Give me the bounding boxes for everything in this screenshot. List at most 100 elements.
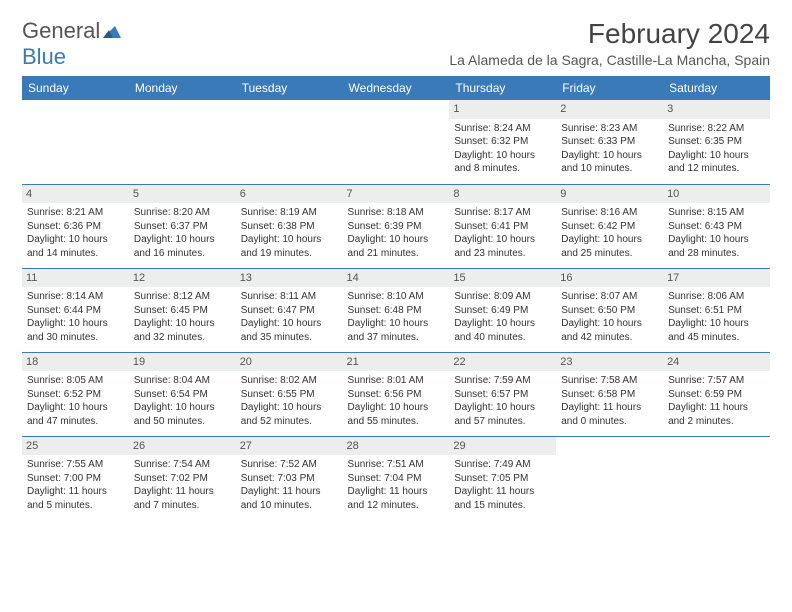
day-number: 7 [343, 185, 450, 204]
sunrise-text: Sunrise: 7:52 AM [241, 458, 338, 472]
logo-triangle-icon [103, 18, 121, 44]
day-number: 2 [556, 100, 663, 119]
sunrise-text: Sunrise: 8:19 AM [241, 206, 338, 220]
calendar-day-cell: 28Sunrise: 7:51 AMSunset: 7:04 PMDayligh… [343, 436, 450, 520]
calendar-week-row: 1Sunrise: 8:24 AMSunset: 6:32 PMDaylight… [22, 100, 770, 184]
calendar-day-cell: 15Sunrise: 8:09 AMSunset: 6:49 PMDayligh… [449, 268, 556, 352]
sunrise-text: Sunrise: 8:10 AM [348, 290, 445, 304]
day-number: 20 [236, 353, 343, 372]
day-number: 22 [449, 353, 556, 372]
calendar-day-cell: 29Sunrise: 7:49 AMSunset: 7:05 PMDayligh… [449, 436, 556, 520]
sunset-text: Sunset: 6:41 PM [454, 220, 551, 234]
sunrise-text: Sunrise: 8:16 AM [561, 206, 658, 220]
page-header: General Blue February 2024 La Alameda de… [22, 18, 770, 70]
day-number: 25 [22, 437, 129, 456]
sunset-text: Sunset: 6:51 PM [668, 304, 765, 318]
weekday-header: Saturday [663, 76, 770, 100]
daylight-text: Daylight: 10 hours and 16 minutes. [134, 233, 231, 260]
location-text: La Alameda de la Sagra, Castille-La Manc… [449, 52, 770, 68]
daylight-text: Daylight: 10 hours and 47 minutes. [27, 401, 124, 428]
sunset-text: Sunset: 7:00 PM [27, 472, 124, 486]
sunset-text: Sunset: 6:48 PM [348, 304, 445, 318]
logo-text: General Blue [22, 18, 121, 70]
calendar-day-cell: 24Sunrise: 7:57 AMSunset: 6:59 PMDayligh… [663, 352, 770, 436]
calendar-day-cell [236, 100, 343, 184]
sunset-text: Sunset: 6:42 PM [561, 220, 658, 234]
daylight-text: Daylight: 10 hours and 35 minutes. [241, 317, 338, 344]
daylight-text: Daylight: 10 hours and 40 minutes. [454, 317, 551, 344]
day-number: 23 [556, 353, 663, 372]
sunrise-text: Sunrise: 8:20 AM [134, 206, 231, 220]
sunrise-text: Sunrise: 8:22 AM [668, 122, 765, 136]
calendar-day-cell: 1Sunrise: 8:24 AMSunset: 6:32 PMDaylight… [449, 100, 556, 184]
sunrise-text: Sunrise: 8:09 AM [454, 290, 551, 304]
calendar-day-cell [22, 100, 129, 184]
sunrise-text: Sunrise: 8:17 AM [454, 206, 551, 220]
daylight-text: Daylight: 10 hours and 37 minutes. [348, 317, 445, 344]
daylight-text: Daylight: 10 hours and 12 minutes. [668, 149, 765, 176]
daylight-text: Daylight: 11 hours and 10 minutes. [241, 485, 338, 512]
weekday-header: Tuesday [236, 76, 343, 100]
sunset-text: Sunset: 6:39 PM [348, 220, 445, 234]
daylight-text: Daylight: 10 hours and 10 minutes. [561, 149, 658, 176]
sunrise-text: Sunrise: 8:24 AM [454, 122, 551, 136]
day-number: 10 [663, 185, 770, 204]
daylight-text: Daylight: 11 hours and 0 minutes. [561, 401, 658, 428]
logo-word2: Blue [22, 44, 66, 69]
daylight-text: Daylight: 10 hours and 8 minutes. [454, 149, 551, 176]
calendar-day-cell: 9Sunrise: 8:16 AMSunset: 6:42 PMDaylight… [556, 184, 663, 268]
calendar-day-cell: 6Sunrise: 8:19 AMSunset: 6:38 PMDaylight… [236, 184, 343, 268]
day-number: 13 [236, 269, 343, 288]
month-title: February 2024 [449, 18, 770, 50]
sunrise-text: Sunrise: 8:05 AM [27, 374, 124, 388]
calendar-header-row: Sunday Monday Tuesday Wednesday Thursday… [22, 76, 770, 100]
sunrise-text: Sunrise: 7:58 AM [561, 374, 658, 388]
sunset-text: Sunset: 6:52 PM [27, 388, 124, 402]
weekday-header: Thursday [449, 76, 556, 100]
day-number: 18 [22, 353, 129, 372]
calendar-day-cell [343, 100, 450, 184]
calendar-day-cell [556, 436, 663, 520]
sunrise-text: Sunrise: 8:12 AM [134, 290, 231, 304]
daylight-text: Daylight: 11 hours and 15 minutes. [454, 485, 551, 512]
calendar-day-cell [663, 436, 770, 520]
daylight-text: Daylight: 10 hours and 57 minutes. [454, 401, 551, 428]
sunrise-text: Sunrise: 8:11 AM [241, 290, 338, 304]
weekday-header: Wednesday [343, 76, 450, 100]
sunrise-text: Sunrise: 7:57 AM [668, 374, 765, 388]
daylight-text: Daylight: 10 hours and 42 minutes. [561, 317, 658, 344]
sunset-text: Sunset: 6:45 PM [134, 304, 231, 318]
day-number: 11 [22, 269, 129, 288]
sunrise-text: Sunrise: 8:18 AM [348, 206, 445, 220]
sunset-text: Sunset: 6:44 PM [27, 304, 124, 318]
calendar-day-cell: 22Sunrise: 7:59 AMSunset: 6:57 PMDayligh… [449, 352, 556, 436]
sunset-text: Sunset: 7:03 PM [241, 472, 338, 486]
day-number: 27 [236, 437, 343, 456]
day-number: 29 [449, 437, 556, 456]
daylight-text: Daylight: 10 hours and 30 minutes. [27, 317, 124, 344]
sunrise-text: Sunrise: 7:54 AM [134, 458, 231, 472]
sunset-text: Sunset: 6:35 PM [668, 135, 765, 149]
calendar-body: 1Sunrise: 8:24 AMSunset: 6:32 PMDaylight… [22, 100, 770, 520]
sunset-text: Sunset: 6:43 PM [668, 220, 765, 234]
calendar-day-cell: 19Sunrise: 8:04 AMSunset: 6:54 PMDayligh… [129, 352, 236, 436]
calendar-week-row: 25Sunrise: 7:55 AMSunset: 7:00 PMDayligh… [22, 436, 770, 520]
sunrise-text: Sunrise: 8:04 AM [134, 374, 231, 388]
daylight-text: Daylight: 11 hours and 7 minutes. [134, 485, 231, 512]
sunrise-text: Sunrise: 8:23 AM [561, 122, 658, 136]
sunset-text: Sunset: 6:32 PM [454, 135, 551, 149]
daylight-text: Daylight: 11 hours and 2 minutes. [668, 401, 765, 428]
sunset-text: Sunset: 6:50 PM [561, 304, 658, 318]
calendar-week-row: 4Sunrise: 8:21 AMSunset: 6:36 PMDaylight… [22, 184, 770, 268]
sunrise-text: Sunrise: 8:21 AM [27, 206, 124, 220]
day-number: 12 [129, 269, 236, 288]
calendar-day-cell: 10Sunrise: 8:15 AMSunset: 6:43 PMDayligh… [663, 184, 770, 268]
calendar-day-cell: 12Sunrise: 8:12 AMSunset: 6:45 PMDayligh… [129, 268, 236, 352]
sunset-text: Sunset: 6:37 PM [134, 220, 231, 234]
day-number: 16 [556, 269, 663, 288]
logo-word1: General [22, 18, 100, 43]
calendar-day-cell: 2Sunrise: 8:23 AMSunset: 6:33 PMDaylight… [556, 100, 663, 184]
sunrise-text: Sunrise: 8:15 AM [668, 206, 765, 220]
sunset-text: Sunset: 6:56 PM [348, 388, 445, 402]
sunrise-text: Sunrise: 7:49 AM [454, 458, 551, 472]
